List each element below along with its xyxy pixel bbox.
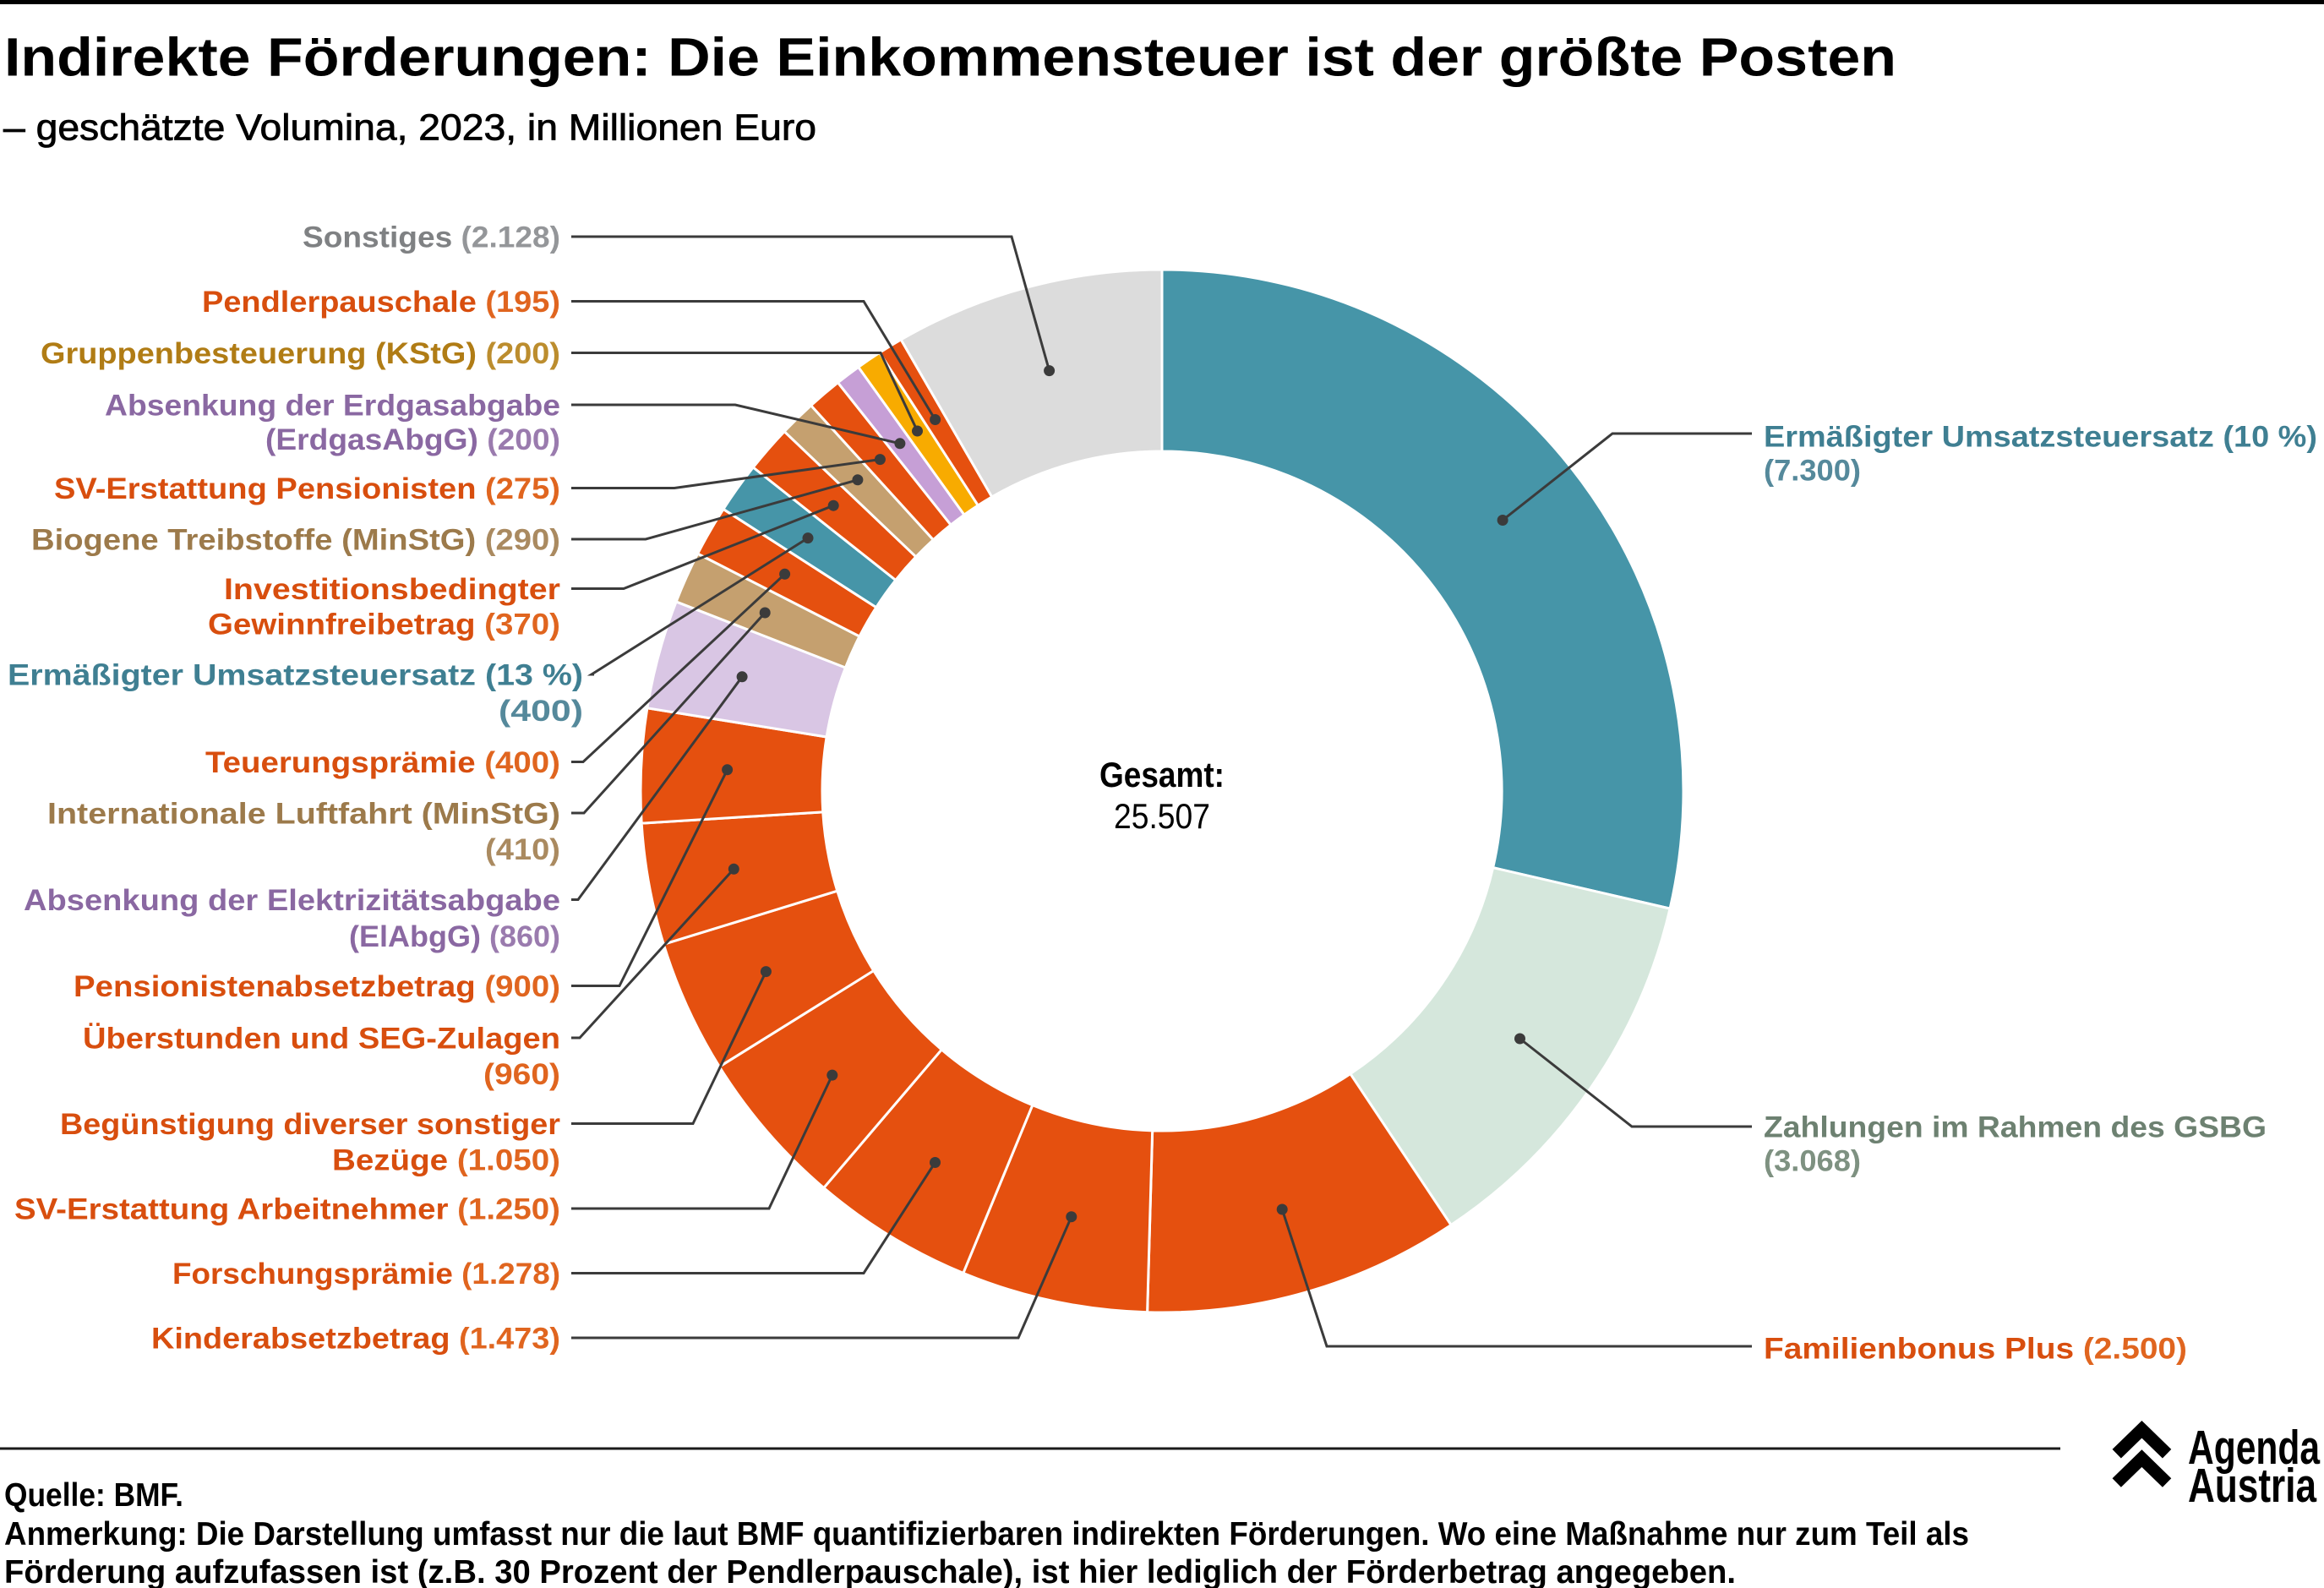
svg-text:Teuerungsprämie (400): Teuerungsprämie (400) [205, 746, 560, 779]
svg-text:Forschungsprämie (1.278): Forschungsprämie (1.278) [172, 1258, 560, 1291]
svg-text:SV-Erstattung Arbeitnehmer (1.: SV-Erstattung Arbeitnehmer (1.250) [14, 1193, 560, 1226]
svg-text:(7.300): (7.300) [1764, 455, 1861, 488]
svg-text:Internationale Luftfahrt (MinS: Internationale Luftfahrt (MinStG) [47, 798, 560, 831]
svg-text:Familienbonus Plus (2.500): Familienbonus Plus (2.500) [1764, 1333, 2187, 1366]
svg-text:(410): (410) [485, 833, 560, 866]
svg-text:Anmerkung: Die Darstellung umf: Anmerkung: Die Darstellung umfasst nur d… [4, 1516, 1969, 1553]
svg-text:(3.068): (3.068) [1764, 1145, 1861, 1178]
svg-text:Pendlerpauschale (195): Pendlerpauschale (195) [202, 286, 560, 319]
svg-text:Quelle: BMF.: Quelle: BMF. [4, 1477, 183, 1514]
svg-text:(ErdgasAbgG) (200): (ErdgasAbgG) (200) [265, 423, 560, 456]
svg-text:Gruppenbesteuerung (KStG) (200: Gruppenbesteuerung (KStG) (200) [41, 337, 560, 370]
svg-text:Kinderabsetzbetrag (1.473): Kinderabsetzbetrag (1.473) [151, 1323, 560, 1356]
svg-text:Absenkung der Elektrizitätsabg: Absenkung der Elektrizitätsabgabe [24, 884, 560, 917]
svg-text:Investitionsbedingter: Investitionsbedingter [224, 573, 560, 606]
svg-text:Gewinnfreibetrag (370): Gewinnfreibetrag (370) [208, 608, 560, 641]
svg-text:Ermäßigter Umsatzsteuersatz (1: Ermäßigter Umsatzsteuersatz (13 %) [8, 659, 583, 692]
svg-text:Indirekte Förderungen: Die Ein: Indirekte Förderungen: Die Einkommensteu… [4, 27, 1896, 88]
svg-text:– geschätzte Volumina, 2023, i: – geschätzte Volumina, 2023, in Millione… [3, 107, 816, 149]
svg-text:Überstunden und SEG-Zulagen: Überstunden und SEG-Zulagen [83, 1023, 560, 1056]
svg-text:SV-Erstattung Pensionisten (27: SV-Erstattung Pensionisten (275) [54, 472, 560, 505]
svg-text:Sonstiges (2.128): Sonstiges (2.128) [303, 221, 560, 254]
svg-text:Austria: Austria [2188, 1459, 2317, 1513]
svg-text:Begünstigung diverser sonstige: Begünstigung diverser sonstiger [60, 1108, 560, 1141]
svg-text:Gesamt:: Gesamt: [1099, 755, 1225, 794]
svg-text:Ermäßigter Umsatzsteuersatz (1: Ermäßigter Umsatzsteuersatz (10 %) [1764, 421, 2317, 454]
svg-text:(400): (400) [499, 695, 583, 728]
svg-text:Zahlungen im Rahmen des GSBG: Zahlungen im Rahmen des GSBG [1764, 1111, 2267, 1144]
svg-text:Absenkung der Erdgasabgabe: Absenkung der Erdgasabgabe [105, 390, 560, 423]
svg-text:25.507: 25.507 [1114, 796, 1210, 836]
svg-text:(ElAbgG) (860): (ElAbgG) (860) [349, 920, 560, 953]
svg-text:Förderung aufzufassen ist (z.B: Förderung aufzufassen ist (z.B. 30 Proze… [4, 1554, 1736, 1588]
svg-text:Biogene Treibstoffe (MinStG) (: Biogene Treibstoffe (MinStG) (290) [31, 524, 560, 557]
svg-text:Agenda: Agenda [2188, 1421, 2321, 1475]
svg-text:Bezüge (1.050): Bezüge (1.050) [332, 1144, 560, 1177]
svg-text:(960): (960) [483, 1058, 560, 1091]
svg-text:Pensionistenabsetzbetrag (900): Pensionistenabsetzbetrag (900) [74, 970, 560, 1003]
